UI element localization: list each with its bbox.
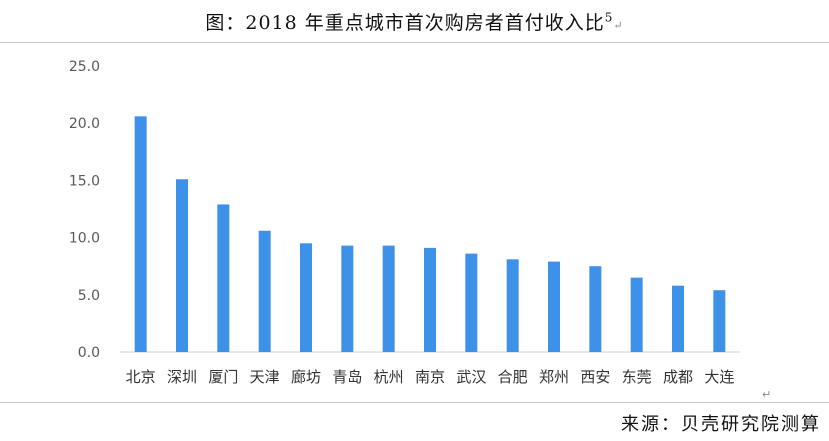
x-tick-label: 郑州 (539, 368, 569, 386)
bottom-divider (0, 402, 829, 403)
x-tick-label: 厦门 (208, 368, 238, 386)
y-tick-label: 10.0 (69, 231, 100, 247)
x-tick-label: 东莞 (622, 368, 652, 386)
bar (589, 266, 602, 352)
x-tick-label: 杭州 (374, 368, 404, 386)
bar (134, 116, 147, 352)
top-divider (0, 42, 829, 43)
title-footnote: 5 (604, 10, 614, 25)
x-tick-label: 成都 (663, 368, 693, 386)
bar (630, 277, 643, 352)
x-tick-label: 南京 (415, 368, 445, 386)
bar-chart: 0.0 5.0 10.0 15.0 20.0 25.0 北京 深圳 厦门 天津 廊坊 青岛 杭州 南京武… (69, 59, 740, 386)
source-note: 来源：贝壳研究院测算 (621, 414, 821, 435)
category-labels: 北京 深圳 厦门 天津 廊坊 青岛 杭州 南京 武汉 合肥 郑州 西安 东莞 成都 大连 (126, 368, 735, 386)
bar (424, 247, 436, 352)
x-tick-label: 大连 (704, 368, 734, 386)
paragraph-mark-icon: ↵ (613, 19, 624, 32)
y-tick-label: 20.0 (69, 116, 100, 132)
y-tick-label: 5.0 (78, 288, 100, 304)
bar (548, 261, 560, 352)
bar (382, 245, 395, 352)
bar (506, 259, 519, 352)
y-tick-label: 25.0 (69, 59, 100, 75)
x-tick-label: 北京 (126, 368, 156, 386)
x-tick-label: 西安 (580, 368, 610, 386)
x-tick-label: 深圳 (167, 368, 197, 386)
x-tick-label: 廊坊 (291, 368, 321, 386)
bar (465, 253, 478, 352)
y-tick-label: 15.0 (69, 173, 100, 189)
bar (300, 243, 312, 352)
bar (258, 230, 271, 352)
x-tick-label: 武汉 (456, 368, 486, 386)
y-axis-ticks: 0.0 5.0 10.0 15.0 20.0 25.0 (69, 59, 100, 361)
paragraph-mark-icon: ↵ (762, 388, 772, 401)
chart-title-text: 图：2018 年重点城市首次购房者首付收入比 (205, 12, 605, 34)
x-tick-label: 合肥 (498, 368, 528, 386)
bar (217, 204, 230, 352)
x-tick-label: 青岛 (332, 368, 362, 386)
bar (713, 290, 726, 352)
y-tick-label: 0.0 (78, 345, 100, 361)
bar (341, 245, 354, 352)
bar (672, 285, 684, 352)
chart-title: 图：2018 年重点城市首次购房者首付收入比5↵ (0, 8, 829, 38)
x-tick-label: 天津 (250, 368, 280, 386)
bar (176, 179, 188, 352)
bars (134, 116, 726, 352)
